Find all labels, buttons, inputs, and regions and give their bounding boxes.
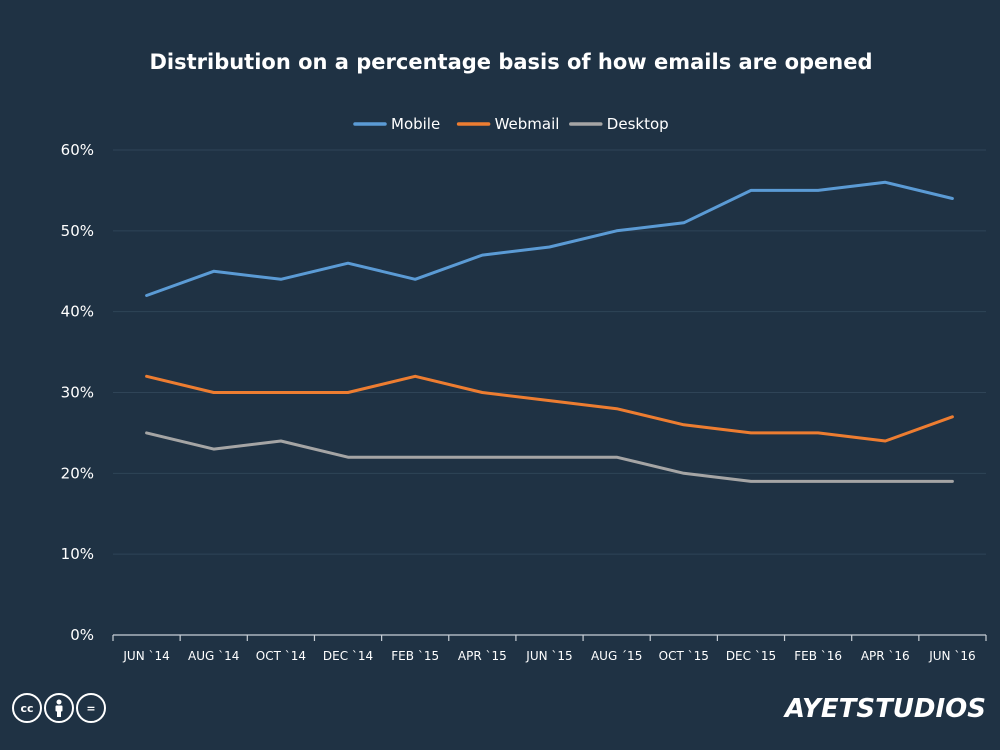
chart-title: Distribution on a percentage basis of ho… (149, 50, 872, 74)
x-tick-label: OCT `14 (256, 649, 306, 663)
x-tick-label: DEC `15 (726, 649, 776, 663)
y-tick-label: 30% (61, 384, 94, 402)
y-axis-ticks: 0% 10% 20% 30% 40% 50% 60% (61, 141, 94, 644)
legend-label-mobile: Mobile (391, 115, 440, 133)
x-tick-label: APR `16 (861, 649, 910, 663)
cc-icon: cc (12, 693, 42, 723)
y-tick-label: 50% (61, 222, 94, 240)
legend-label-desktop: Desktop (607, 115, 669, 133)
x-tick-label: OCT `15 (659, 649, 709, 663)
series-line-desktop (145, 431, 954, 483)
attribution-icon (44, 693, 74, 723)
x-tick-label: APR `15 (458, 649, 507, 663)
legend: Mobile Webmail Desktop (353, 115, 669, 133)
creative-commons-badge: cc = (12, 693, 106, 723)
x-tick-label: JUN `16 (928, 649, 975, 663)
x-tick-label: JUN `15 (525, 649, 572, 663)
series-line-webmail (145, 374, 954, 443)
x-tick-label: AUG `14 (188, 649, 239, 663)
y-tick-label: 20% (61, 464, 94, 482)
y-tick-label: 60% (61, 141, 94, 159)
x-tick-label: AUG ´15 (591, 649, 642, 663)
x-tick-label: DEC `14 (323, 649, 373, 663)
x-axis: JUN `14 AUG `14 OCT `14 DEC `14 FEB `15 APR `… (112, 634, 987, 663)
y-tick-label: 10% (61, 545, 94, 563)
legend-label-webmail: Webmail (495, 115, 560, 133)
x-tick-label: JUN `14 (122, 649, 169, 663)
gridlines (113, 149, 986, 555)
x-tick-label: FEB `16 (794, 649, 842, 663)
no-derivatives-icon: = (76, 693, 106, 723)
series-lines (145, 180, 954, 483)
brand-logo: AYETSTUDIOS (784, 694, 986, 724)
series-line-mobile (145, 180, 954, 297)
y-tick-label: 0% (70, 626, 94, 644)
y-tick-label: 40% (61, 303, 94, 321)
x-tick-label: FEB `15 (391, 649, 439, 663)
